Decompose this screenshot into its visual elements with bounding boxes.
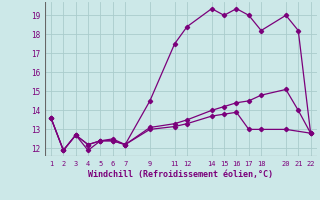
X-axis label: Windchill (Refroidissement éolien,°C): Windchill (Refroidissement éolien,°C) [88,170,273,179]
